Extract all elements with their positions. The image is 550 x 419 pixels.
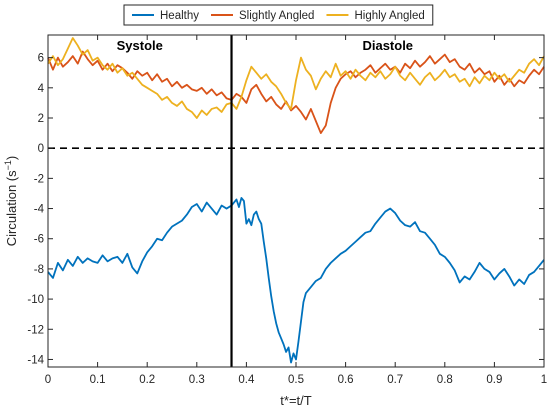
x-tick-label: 0.3	[189, 374, 205, 386]
series-line-0	[47, 197, 545, 364]
y-axis-label: Circulation (s−1)	[3, 156, 19, 246]
legend-label-2: Highly Angled	[354, 10, 424, 22]
x-tick-label: 0.9	[486, 374, 502, 386]
x-tick-label: 0.4	[238, 374, 255, 386]
x-tick-label: 0.7	[387, 374, 403, 386]
legend: Healthy Slightly Angled Highly Angled	[123, 4, 434, 26]
y-tick-label: 6	[38, 53, 44, 65]
series-lines	[47, 37, 545, 364]
x-tick-label: 0.5	[288, 374, 304, 386]
x-tick-label: 0.8	[437, 374, 453, 386]
x-axis-label: t*=t/T	[280, 393, 311, 408]
y-axis-label-exponent: −1	[3, 160, 13, 170]
y-tick-label: -4	[34, 204, 45, 216]
y-tick-label: 4	[38, 83, 45, 95]
systole-annotation: Systole	[117, 38, 163, 53]
y-tick-label: -8	[34, 264, 44, 276]
diastole-annotation: Diastole	[362, 38, 413, 53]
x-tick-label: 1	[541, 374, 547, 386]
legend-label-0: Healthy	[160, 10, 199, 22]
y-tick-label: -14	[27, 354, 44, 366]
legend-label-1: Slightly Angled	[239, 10, 314, 22]
y-tick-label: -10	[27, 294, 44, 306]
y-tick-label: 2	[38, 113, 44, 125]
y-axis-label-close: )	[4, 156, 19, 160]
y-tick-label: -2	[34, 173, 44, 185]
y-tick-label: -12	[27, 324, 44, 336]
x-tick-label: 0.1	[90, 374, 106, 386]
y-tick-label: -6	[34, 234, 44, 246]
x-tick-label: 0	[45, 374, 51, 386]
x-tick-label: 0.2	[139, 374, 155, 386]
series-line-2	[47, 37, 545, 119]
y-tick-label: 0	[38, 143, 44, 155]
x-tick-label: 0.6	[338, 374, 354, 386]
legend-box	[123, 4, 434, 26]
series-line-1	[47, 50, 545, 134]
axis-ticks: 0 0.1 0.2 0.3 0.4 0.5 0.6 0.7 0.8 0.9 1 6 4 2 0 -2 -4 -6 -…	[27, 35, 547, 386]
y-axis-label-text: Circulation (s	[4, 170, 19, 246]
